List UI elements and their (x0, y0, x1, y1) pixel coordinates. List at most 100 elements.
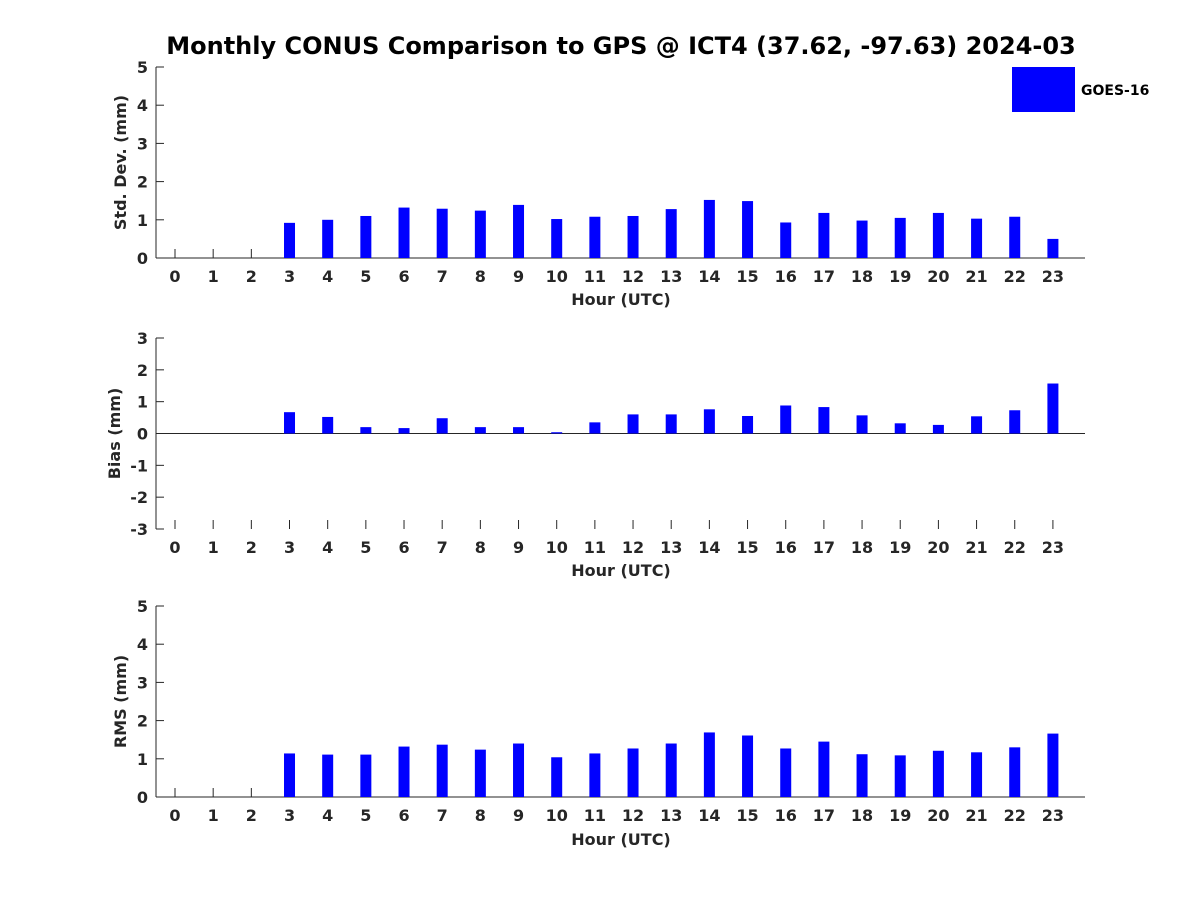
x-tick-label: 20 (927, 267, 949, 286)
bar-std-dev-hour-23 (1047, 238, 1059, 258)
bar-std-dev-hour-17 (818, 212, 830, 258)
x-tick-label: 1 (208, 538, 219, 557)
chart-title: Monthly CONUS Comparison to GPS @ ICT4 (… (166, 32, 1076, 60)
y-axis-label: Std. Dev. (mm) (111, 95, 130, 230)
x-tick-label: 9 (513, 538, 524, 557)
x-tick-label: 7 (437, 267, 448, 286)
bar-std-dev-hour-19 (894, 217, 906, 258)
x-tick-label: 16 (775, 267, 797, 286)
x-tick-label: 1 (208, 806, 219, 825)
x-tick-label: 17 (813, 538, 835, 557)
bar-std-dev-hour-22 (1009, 216, 1021, 258)
y-tick-label: -1 (130, 456, 148, 475)
x-tick-label: 10 (546, 538, 568, 557)
x-axis-label: Hour (UTC) (571, 290, 671, 309)
bar-bias-hour-14 (703, 409, 715, 434)
x-tick-label: 15 (736, 806, 758, 825)
x-tick-label: 15 (736, 538, 758, 557)
bar-bias-hour-10 (551, 432, 563, 434)
x-tick-label: 2 (246, 267, 257, 286)
x-tick-label: 12 (622, 267, 644, 286)
x-tick-label: 17 (813, 806, 835, 825)
x-tick-label: 22 (1004, 267, 1026, 286)
x-tick-label: 5 (360, 806, 371, 825)
bar-rms-hour-10 (551, 757, 563, 797)
x-tick-label: 14 (698, 267, 720, 286)
x-tick-label: 2 (246, 538, 257, 557)
x-tick-label: 3 (284, 538, 295, 557)
x-tick-label: 19 (889, 806, 911, 825)
bar-rms-hour-17 (818, 741, 830, 797)
y-tick-label: 5 (137, 597, 148, 616)
x-tick-label: 7 (437, 806, 448, 825)
x-tick-label: 18 (851, 806, 873, 825)
bar-std-dev-hour-11 (589, 216, 601, 258)
y-tick-label: 4 (137, 96, 148, 115)
x-tick-label: 19 (889, 267, 911, 286)
x-tick-label: 20 (927, 538, 949, 557)
x-tick-label: 20 (927, 806, 949, 825)
bar-std-dev-hour-20 (932, 212, 944, 258)
x-tick-label: 22 (1004, 538, 1026, 557)
x-tick-label: 23 (1042, 806, 1064, 825)
y-tick-label: 0 (137, 788, 148, 807)
bar-bias-hour-17 (818, 407, 830, 434)
bar-rms-hour-20 (932, 750, 944, 797)
x-tick-label: 10 (546, 806, 568, 825)
x-tick-label: 8 (475, 538, 486, 557)
bar-rms-hour-18 (856, 754, 868, 797)
x-tick-label: 16 (775, 806, 797, 825)
y-tick-label: 0 (137, 249, 148, 268)
y-tick-label: 1 (137, 211, 148, 230)
x-tick-label: 11 (584, 806, 606, 825)
x-tick-label: 14 (698, 538, 720, 557)
y-axis-label: Bias (mm) (105, 388, 124, 480)
bar-bias-hour-16 (780, 405, 792, 434)
bar-rms-hour-5 (360, 754, 372, 797)
bar-std-dev-hour-21 (971, 218, 983, 258)
x-tick-label: 15 (736, 267, 758, 286)
bar-rms-hour-21 (971, 752, 983, 797)
x-tick-label: 7 (437, 538, 448, 557)
x-tick-label: 4 (322, 267, 333, 286)
bar-std-dev-hour-15 (742, 201, 754, 258)
y-tick-label: -3 (130, 520, 148, 539)
bar-std-dev-hour-5 (360, 215, 372, 258)
bar-bias-hour-18 (856, 415, 868, 434)
x-tick-label: 8 (475, 267, 486, 286)
legend-swatch-goes-16 (1012, 67, 1075, 112)
bar-bias-hour-21 (971, 416, 983, 434)
bar-std-dev-hour-13 (665, 209, 677, 258)
x-tick-label: 10 (546, 267, 568, 286)
y-tick-label: 2 (137, 173, 148, 192)
x-tick-label: 17 (813, 267, 835, 286)
bar-rms-hour-22 (1009, 747, 1021, 797)
bar-rms-hour-16 (780, 748, 792, 797)
legend: GOES-16 (1012, 67, 1149, 112)
x-tick-label: 4 (322, 806, 333, 825)
x-tick-label: 12 (622, 806, 644, 825)
bar-std-dev-hour-9 (513, 204, 525, 258)
y-tick-label: 3 (137, 329, 148, 348)
bar-std-dev-hour-12 (627, 215, 639, 258)
bar-rms-hour-14 (703, 732, 715, 797)
bar-bias-hour-6 (398, 428, 410, 434)
x-tick-label: 21 (965, 806, 987, 825)
bar-bias-hour-19 (894, 423, 906, 434)
bar-std-dev-hour-4 (322, 219, 334, 258)
bar-rms-hour-11 (589, 753, 601, 797)
bar-rms-hour-6 (398, 746, 410, 797)
bar-bias-hour-4 (322, 416, 334, 434)
bar-bias-hour-15 (742, 415, 754, 434)
bar-bias-hour-13 (665, 414, 677, 434)
x-tick-label: 16 (775, 538, 797, 557)
x-tick-label: 0 (169, 538, 180, 557)
x-tick-label: 6 (398, 806, 409, 825)
x-tick-label: 11 (584, 267, 606, 286)
x-tick-label: 12 (622, 538, 644, 557)
bar-std-dev-hour-8 (474, 210, 486, 258)
